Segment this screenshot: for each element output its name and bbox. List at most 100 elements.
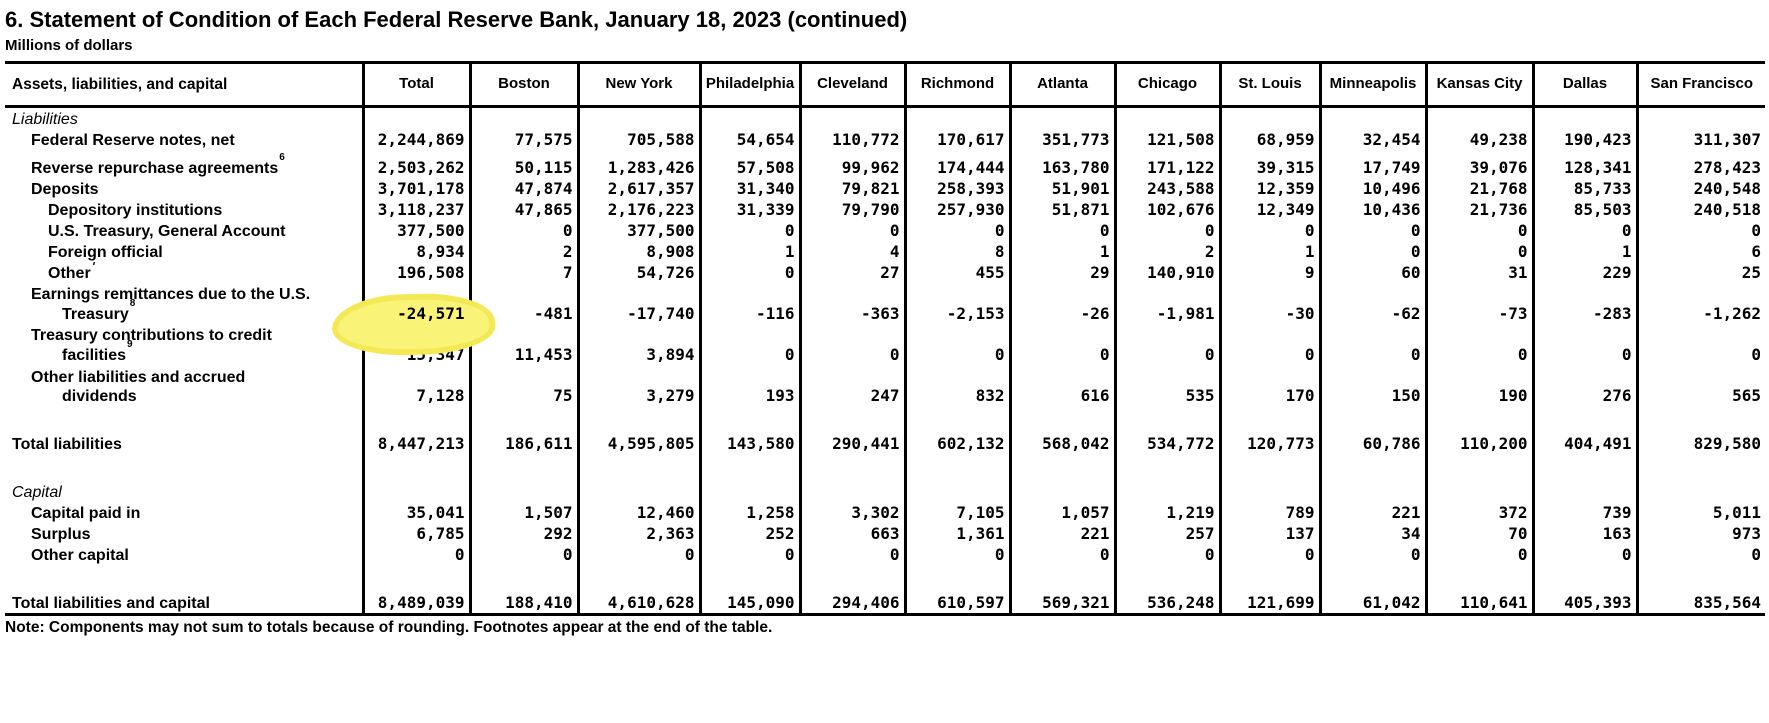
cell-value: 49,238 [1469, 130, 1528, 149]
value-cell: 2,503,262 [361, 150, 470, 178]
cell-value: 51,901 [1051, 179, 1110, 198]
value-cell: 0 [903, 324, 1010, 365]
column-header: Total [361, 62, 470, 108]
value-cell: 2,176,223 [576, 199, 700, 220]
value-cell: 372 [1424, 502, 1533, 523]
value-cell [798, 406, 905, 433]
value-cell [1218, 565, 1320, 592]
cell-value: 1,361 [956, 524, 1005, 543]
value-cell: 351,773 [1008, 129, 1115, 150]
cell-value: 2 [1204, 242, 1215, 261]
cell-value: 0 [1204, 345, 1215, 364]
cell-value: 535 [1185, 386, 1215, 405]
value-cell: 99,962 [798, 150, 905, 178]
value-cell: 257,930 [903, 199, 1010, 220]
value-cell [1424, 406, 1533, 433]
value-cell [576, 106, 700, 129]
value-cell: 31,340 [698, 178, 800, 199]
value-cell: 47,874 [468, 178, 578, 199]
cell-value: 77,575 [514, 130, 573, 149]
cell-value: 3,701,178 [377, 179, 465, 198]
cell-value: 9 [1304, 263, 1315, 282]
value-cell: 39,076 [1424, 150, 1533, 178]
cell-value: 257 [1185, 524, 1215, 543]
cell-value: 229 [1602, 263, 1632, 282]
value-cell: 57,508 [698, 150, 800, 178]
value-cell: 8,934 [361, 241, 470, 262]
value-cell: 32,454 [1318, 129, 1426, 150]
cell-value: 0 [684, 545, 695, 564]
cell-value: 47,874 [514, 179, 573, 198]
cell-value: 829,580 [1693, 434, 1761, 453]
value-cell [1008, 481, 1115, 502]
cell-value: 79,790 [841, 200, 900, 219]
cell-value: -26 [1080, 304, 1110, 323]
cell-value: 534,772 [1147, 434, 1215, 453]
cell-value: -73 [1498, 304, 1528, 323]
cell-value: -62 [1391, 304, 1421, 323]
column-header: Boston [468, 62, 578, 108]
value-cell: 25 [1635, 262, 1765, 283]
value-cell: 705,588 [576, 129, 700, 150]
value-cell: 247 [798, 365, 905, 406]
cell-value: 190 [1498, 386, 1528, 405]
cell-value: 150 [1391, 386, 1421, 405]
row-label-text: Treasury8 [62, 298, 136, 323]
value-cell: 8 [903, 241, 1010, 262]
value-cell: 257 [1113, 523, 1220, 544]
value-cell: 0 [1531, 544, 1637, 565]
cell-value: 789 [1285, 503, 1315, 522]
cell-value: 1 [1304, 242, 1315, 261]
cell-value: 12,359 [1256, 179, 1315, 198]
value-cell: 186,611 [468, 433, 578, 454]
cell-value: 290,441 [832, 434, 900, 453]
row-label: Foreign official [5, 241, 363, 262]
value-cell: 54,654 [698, 129, 800, 150]
section-row: Capital [5, 481, 1765, 502]
section-label: Capital [12, 483, 62, 501]
value-cell: 243,588 [1113, 178, 1220, 199]
column-header: Minneapolis [1318, 62, 1426, 108]
value-cell [1218, 454, 1320, 481]
cell-value: 1,219 [1166, 503, 1215, 522]
cell-value: 568,042 [1042, 434, 1110, 453]
value-cell: 170,617 [903, 129, 1010, 150]
value-cell: 85,503 [1531, 199, 1637, 220]
value-cell [361, 406, 470, 433]
value-cell: -17,740 [576, 283, 700, 324]
cell-value: 2,176,223 [607, 200, 695, 219]
cell-value: 128,341 [1564, 158, 1632, 177]
cell-value: 377,500 [397, 221, 465, 240]
cell-value: 8 [994, 242, 1005, 261]
value-cell: 120,773 [1218, 433, 1320, 454]
cell-value: 163 [1602, 524, 1632, 543]
cell-value: 4 [889, 242, 900, 261]
value-cell: 188,410 [468, 592, 578, 615]
value-cell: 404,491 [1531, 433, 1637, 454]
cell-value: 1,057 [1061, 503, 1110, 522]
spacer-row [5, 565, 1765, 592]
value-cell [1008, 565, 1115, 592]
value-cell: 3,701,178 [361, 178, 470, 199]
value-cell: 51,871 [1008, 199, 1115, 220]
table-row: Other7 196,508 7 54,726 0 27 455 29 140,910 9 60 31… [5, 262, 1765, 283]
value-cell: 163,780 [1008, 150, 1115, 178]
value-cell [361, 454, 470, 481]
value-cell: 602,132 [903, 433, 1010, 454]
cell-value: 0 [1099, 545, 1110, 564]
cell-value: 0 [889, 221, 900, 240]
value-cell [468, 406, 578, 433]
value-cell: 145,090 [698, 592, 800, 615]
row-label-text: Other capital [31, 546, 129, 564]
value-cell: 21,768 [1424, 178, 1533, 199]
cell-value: 0 [1304, 345, 1315, 364]
footnote-marker: 8 [129, 298, 136, 310]
row-label: Reverse repurchase agreements6 [5, 150, 363, 178]
value-cell: 0 [1113, 544, 1220, 565]
value-cell: 75 [468, 365, 578, 406]
value-cell: 0 [698, 220, 800, 241]
value-cell: 292 [468, 523, 578, 544]
value-cell: 137 [1218, 523, 1320, 544]
value-cell: 110,641 [1424, 592, 1533, 615]
cell-value: 12,349 [1256, 200, 1315, 219]
